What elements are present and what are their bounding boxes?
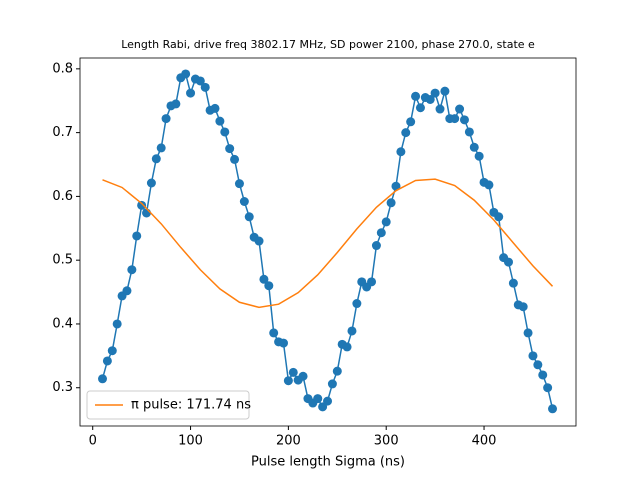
data-point <box>347 326 357 336</box>
data-point <box>234 179 244 189</box>
data-point <box>181 69 191 79</box>
data-point <box>342 342 352 352</box>
x-tick-label: 200 <box>276 434 301 449</box>
data-point <box>435 104 445 114</box>
y-tick-label: 0.5 <box>52 253 73 268</box>
data-point <box>112 319 122 329</box>
x-tick-label: 400 <box>472 434 497 449</box>
data-point <box>313 394 323 404</box>
data-point <box>200 82 210 92</box>
data-point <box>283 376 293 386</box>
data-point <box>98 374 108 384</box>
data-point <box>146 178 156 188</box>
data-point <box>548 404 558 414</box>
data-point <box>396 147 406 157</box>
data-point <box>528 351 538 361</box>
data-point <box>455 104 465 114</box>
data-point <box>367 277 377 287</box>
data-point <box>215 116 225 126</box>
data-point <box>161 114 171 124</box>
data-point <box>278 338 288 348</box>
data-line <box>102 178 554 309</box>
y-tick-label: 0.6 <box>52 189 73 204</box>
data-point <box>210 103 220 113</box>
data-point <box>401 128 411 138</box>
data-point <box>269 328 279 338</box>
x-tick-label: 100 <box>178 434 203 449</box>
y-tick-label: 0.3 <box>52 380 73 395</box>
data-point <box>538 370 548 380</box>
data-point <box>484 180 494 190</box>
data-point <box>523 328 533 338</box>
data-point <box>186 88 196 98</box>
x-tick-label: 0 <box>89 434 97 449</box>
data-point <box>406 117 416 127</box>
data-point <box>225 144 235 154</box>
y-tick-label: 0.7 <box>52 125 73 140</box>
data-point <box>107 346 117 356</box>
legend-box <box>86 390 250 420</box>
data-point <box>464 127 474 137</box>
data-point <box>386 198 396 208</box>
data-point <box>450 114 460 124</box>
data-point <box>469 142 479 152</box>
data-point <box>220 127 230 137</box>
data-point <box>156 143 166 153</box>
data-point <box>239 197 249 207</box>
data-point <box>518 302 528 312</box>
data-point <box>474 151 484 161</box>
data-point <box>371 241 381 251</box>
data-point <box>122 286 132 296</box>
y-tick-label: 0.4 <box>52 316 73 331</box>
data-point <box>391 181 401 191</box>
data-point <box>264 281 274 291</box>
data-point <box>352 299 362 309</box>
data-point <box>132 231 142 241</box>
data-point <box>327 379 337 389</box>
data-point <box>127 265 137 275</box>
data-point <box>459 115 469 125</box>
data-point <box>137 200 147 210</box>
data-point <box>503 257 513 267</box>
data-point <box>543 383 553 393</box>
plot-frame <box>79 57 577 427</box>
data-point <box>415 103 425 113</box>
data-point <box>494 212 504 222</box>
data-point <box>533 360 543 370</box>
data-point <box>259 274 269 284</box>
data-point <box>425 94 435 104</box>
legend-label: π pulse: 171.74 ns <box>131 398 251 413</box>
data-point <box>430 88 440 98</box>
data-point <box>411 91 421 101</box>
data-point <box>142 208 152 218</box>
x-axis-label: Pulse length Sigma (ns) <box>251 455 405 470</box>
x-tick-label: 300 <box>374 434 399 449</box>
data-point <box>381 217 391 227</box>
data-point <box>376 228 386 238</box>
data-point <box>195 76 205 86</box>
data-point <box>171 99 181 109</box>
data-point <box>440 86 450 96</box>
data-point <box>298 371 308 381</box>
data-point <box>288 367 298 377</box>
data-point <box>332 366 342 376</box>
data-point <box>323 396 333 406</box>
data-point <box>508 278 518 288</box>
data-point <box>244 212 254 222</box>
chart-title: Length Rabi, drive freq 3802.17 MHz, SD … <box>121 38 535 51</box>
data-point <box>102 356 112 366</box>
data-point <box>254 236 264 246</box>
data-point <box>151 154 161 164</box>
y-tick-label: 0.8 <box>52 61 73 76</box>
data-point <box>230 154 240 164</box>
